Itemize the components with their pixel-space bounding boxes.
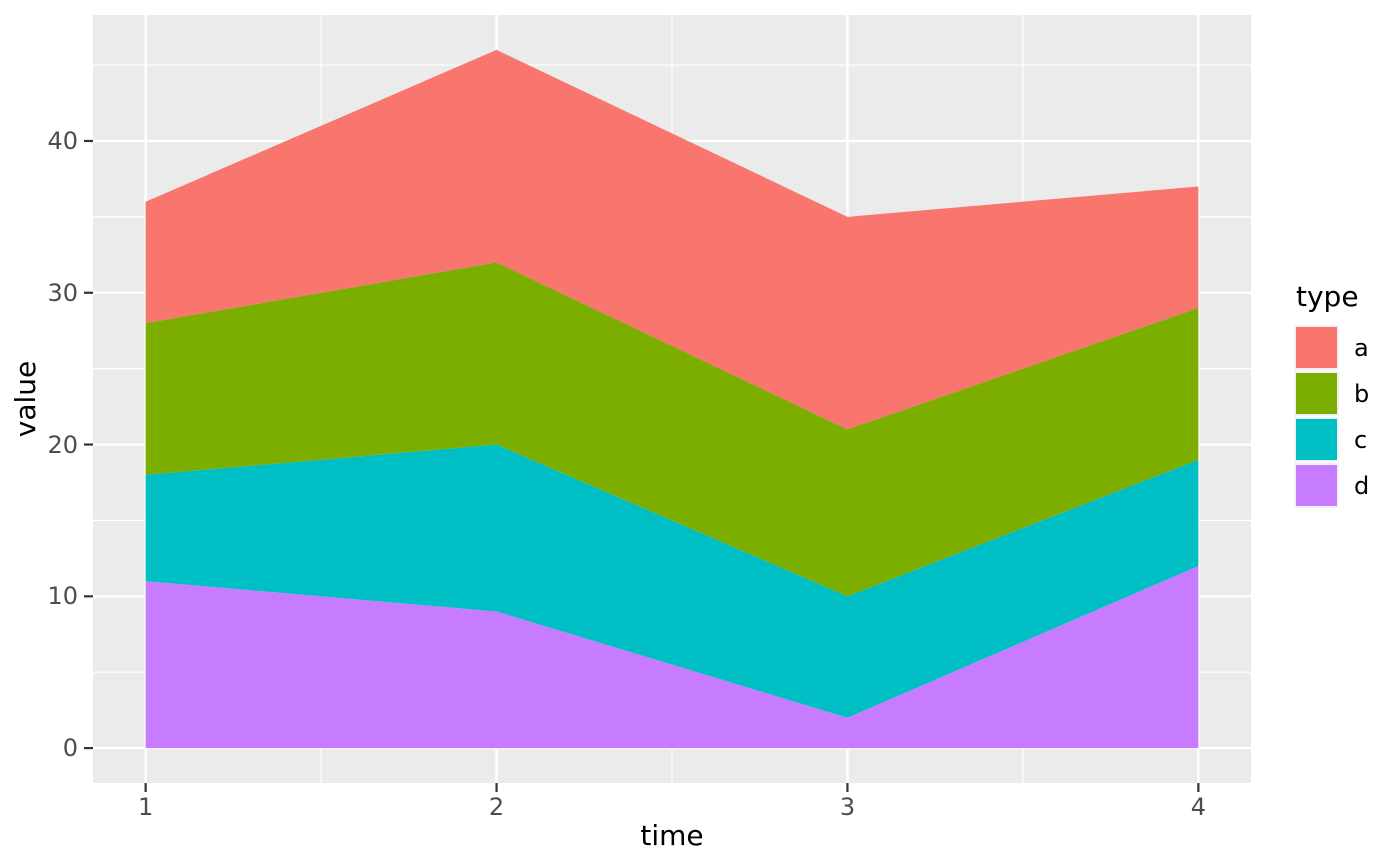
legend-label-b: b: [1354, 379, 1370, 408]
legend-swatch-fill-d: [1296, 465, 1337, 506]
x-axis-title: time: [640, 819, 704, 852]
area-series-c: [145, 444, 1199, 718]
legend-entry-b: b: [1294, 371, 1369, 416]
legend-key-swatch-d: [1294, 463, 1339, 508]
area-series-a: [145, 49, 1199, 430]
legend-label-d: d: [1354, 471, 1370, 500]
legend-key-swatch-b: [1294, 371, 1339, 416]
y-tick-label-20: 20: [47, 430, 78, 459]
legend-swatch-fill-c: [1296, 419, 1337, 460]
y-tick-label-0: 0: [62, 734, 78, 763]
legend-title: type: [1296, 280, 1359, 313]
legend-entry-a: a: [1294, 325, 1369, 370]
y-tick-label-30: 30: [47, 278, 78, 307]
legend-entry-d: d: [1294, 463, 1369, 508]
x-tick-label-4: 4: [1190, 793, 1206, 821]
y-tick-label-10: 10: [47, 582, 78, 611]
legend-label-a: a: [1354, 333, 1369, 362]
x-tick-label-2: 2: [488, 793, 505, 821]
legend-entry-c: c: [1294, 417, 1369, 462]
x-tick-label-3: 3: [839, 793, 856, 821]
legend-swatch-fill-b: [1296, 373, 1337, 414]
legend-key-swatch-a: [1294, 325, 1339, 370]
y-axis-title: value: [9, 360, 42, 438]
x-tick-label-1: 1: [137, 793, 154, 821]
legend-label-c: c: [1354, 425, 1368, 454]
legend-swatch-fill-a: [1296, 327, 1337, 368]
legend-key-swatch-c: [1294, 417, 1339, 462]
area-series-b: [145, 262, 1199, 597]
y-tick-label-40: 40: [47, 126, 78, 155]
area-series-d: [145, 565, 1199, 749]
